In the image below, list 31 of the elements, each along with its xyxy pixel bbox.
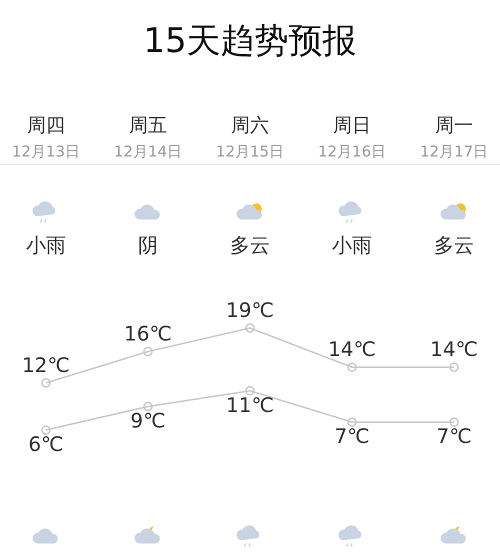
- data-label: 14℃: [328, 337, 376, 362]
- point: [347, 362, 357, 372]
- text: 小雨: [26, 233, 66, 257]
- chart-title: 15天趋势预报: [143, 20, 357, 61]
- x-tick-label: 周一 12月17日: [420, 114, 488, 160]
- data-label: 7℃: [334, 424, 370, 448]
- point: [143, 402, 153, 412]
- data-label: 9℃: [130, 408, 166, 432]
- point: [245, 386, 255, 396]
- point: [347, 417, 357, 427]
- x-tick-label: 周五 12月14日: [114, 114, 182, 160]
- data-label: 19℃: [226, 298, 274, 322]
- point: [41, 425, 51, 435]
- point: [245, 323, 255, 333]
- data-label: 14℃: [430, 337, 478, 362]
- data-label: 6℃: [28, 432, 64, 456]
- text: 小雨: [332, 233, 372, 257]
- point: [143, 346, 153, 356]
- point: [41, 378, 51, 388]
- point: [449, 362, 459, 372]
- x-tick-label: 周四 12月13日: [12, 114, 80, 160]
- data-label: 12℃: [22, 352, 70, 377]
- text: 多云: [230, 233, 270, 257]
- data-label: 16℃: [124, 322, 172, 346]
- text: 阴: [138, 233, 158, 257]
- data-label: 11℃: [226, 392, 274, 417]
- point: [449, 417, 459, 427]
- text: 多云: [434, 233, 474, 257]
- x-tick-label: 周日 12月16日: [318, 114, 386, 160]
- x-tick-label: 周六 12月15日: [216, 114, 284, 160]
- data-label: 7℃: [436, 424, 472, 448]
